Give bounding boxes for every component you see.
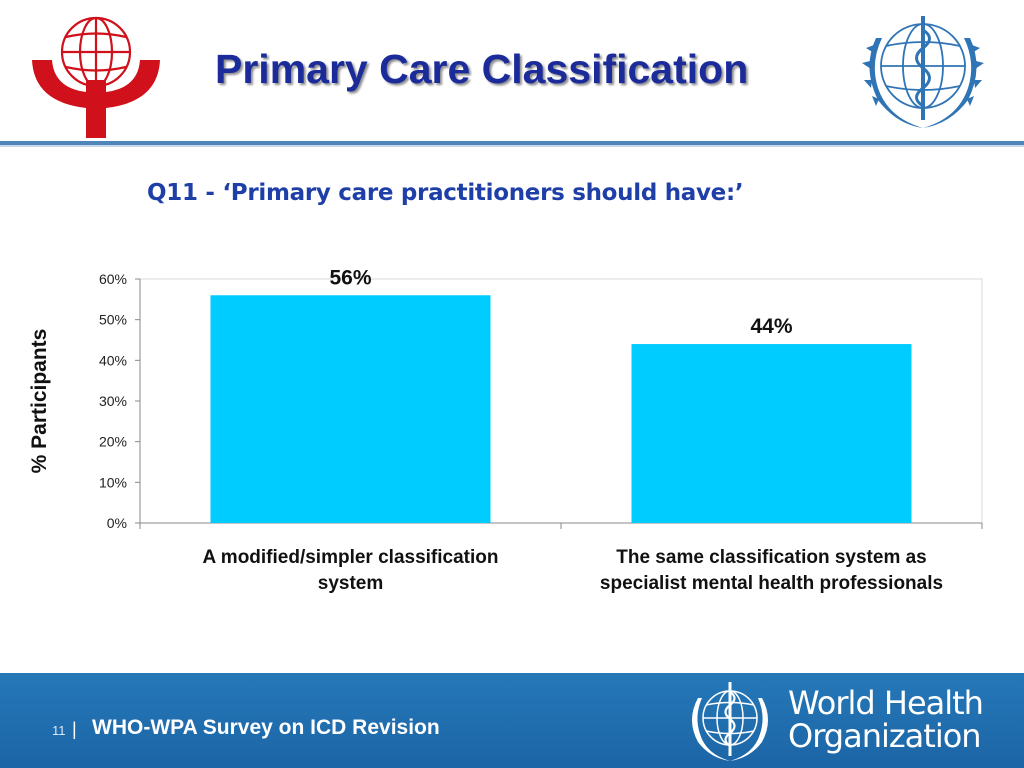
question-text: Q11 - ‘Primary care practitioners should…	[147, 180, 744, 206]
y-tick-label: 40%	[99, 352, 127, 368]
x-category-label: system	[318, 573, 384, 594]
bar	[631, 344, 912, 523]
bar-chart: 0% 10% 20% 30% 40% 50% 60% % Participants 56% A m…	[28, 266, 983, 594]
bar-value-label: 44%	[750, 315, 792, 338]
x-category-label: The same classification system as	[616, 547, 927, 568]
y-tick-label: 20%	[99, 434, 127, 450]
wpa-globe-icon	[32, 16, 160, 138]
x-category-label: specialist mental health professionals	[600, 573, 943, 594]
y-tick-label: 10%	[99, 474, 127, 490]
x-category-label: A modified/simpler classification	[203, 547, 499, 568]
who-emblem-footer-icon	[692, 682, 768, 761]
y-tick-label: 0%	[107, 515, 127, 531]
who-name-line1: World Health	[788, 684, 984, 722]
header-rule-shadow	[0, 145, 1024, 147]
bar	[210, 295, 491, 523]
slide-title: Primary Care Classification	[215, 46, 749, 92]
who-organization-name: World Health Organization	[788, 684, 984, 755]
who-name-line2: Organization	[788, 717, 982, 755]
page-number: 11	[52, 723, 66, 738]
y-axis-title: % Participants	[28, 329, 51, 474]
y-tick-label: 60%	[99, 271, 127, 287]
header-rule	[0, 141, 1024, 145]
who-emblem-icon	[862, 16, 984, 128]
bar-value-label: 56%	[329, 266, 371, 289]
footer-separator: |	[72, 719, 77, 739]
footer-survey-title: WHO-WPA Survey on ICD Revision	[92, 716, 440, 739]
y-tick-label: 50%	[99, 312, 127, 328]
slide-header: Primary Care Classification	[0, 0, 1024, 150]
footer-bar	[0, 673, 1024, 768]
y-tick-label: 30%	[99, 393, 127, 409]
